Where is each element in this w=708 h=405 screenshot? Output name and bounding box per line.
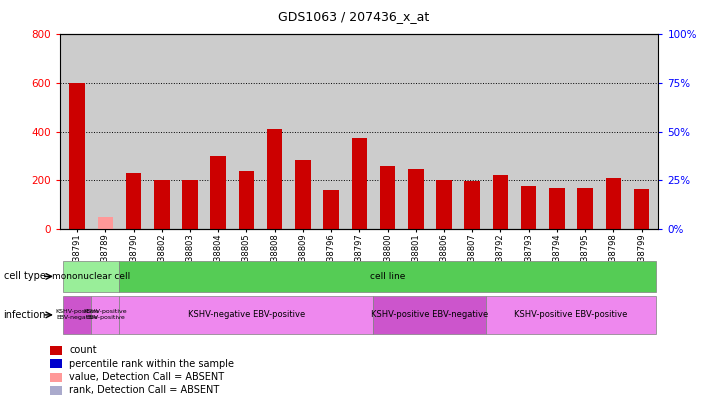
Text: infection: infection	[4, 310, 46, 320]
Text: KSHV-positive
EBV-positive: KSHV-positive EBV-positive	[84, 309, 127, 320]
Bar	[126, 173, 142, 229]
Bar	[267, 129, 282, 229]
Text: cell type: cell type	[4, 271, 45, 281]
Text: mononuclear cell: mononuclear cell	[52, 272, 130, 281]
Bar	[379, 166, 395, 229]
Bar	[436, 180, 452, 229]
Text: GDS1063 / 207436_x_at: GDS1063 / 207436_x_at	[278, 10, 430, 23]
Text: count: count	[69, 345, 97, 355]
Bar	[408, 169, 423, 229]
Bar	[69, 83, 85, 229]
Bar	[352, 138, 367, 229]
Bar	[295, 160, 311, 229]
Bar	[154, 180, 169, 229]
Text: KSHV-negative EBV-positive: KSHV-negative EBV-positive	[188, 310, 305, 320]
Text: percentile rank within the sample: percentile rank within the sample	[69, 359, 234, 369]
Text: KSHV-positive EBV-negative: KSHV-positive EBV-negative	[371, 310, 489, 320]
Bar	[634, 189, 649, 229]
Bar	[521, 186, 537, 229]
Bar	[605, 178, 621, 229]
Bar	[493, 175, 508, 229]
Bar	[210, 156, 226, 229]
Bar	[98, 217, 113, 229]
Text: cell line: cell line	[370, 272, 405, 281]
Text: KSHV-positive
EBV-negative: KSHV-positive EBV-negative	[55, 309, 99, 320]
Text: KSHV-positive EBV-positive: KSHV-positive EBV-positive	[514, 310, 628, 320]
Bar	[239, 171, 254, 229]
Text: value, Detection Call = ABSENT: value, Detection Call = ABSENT	[69, 372, 224, 382]
Bar	[577, 188, 593, 229]
Bar	[464, 181, 480, 229]
Bar	[549, 188, 564, 229]
Text: rank, Detection Call = ABSENT: rank, Detection Call = ABSENT	[69, 386, 219, 395]
Bar	[182, 180, 198, 229]
Bar	[324, 190, 339, 229]
